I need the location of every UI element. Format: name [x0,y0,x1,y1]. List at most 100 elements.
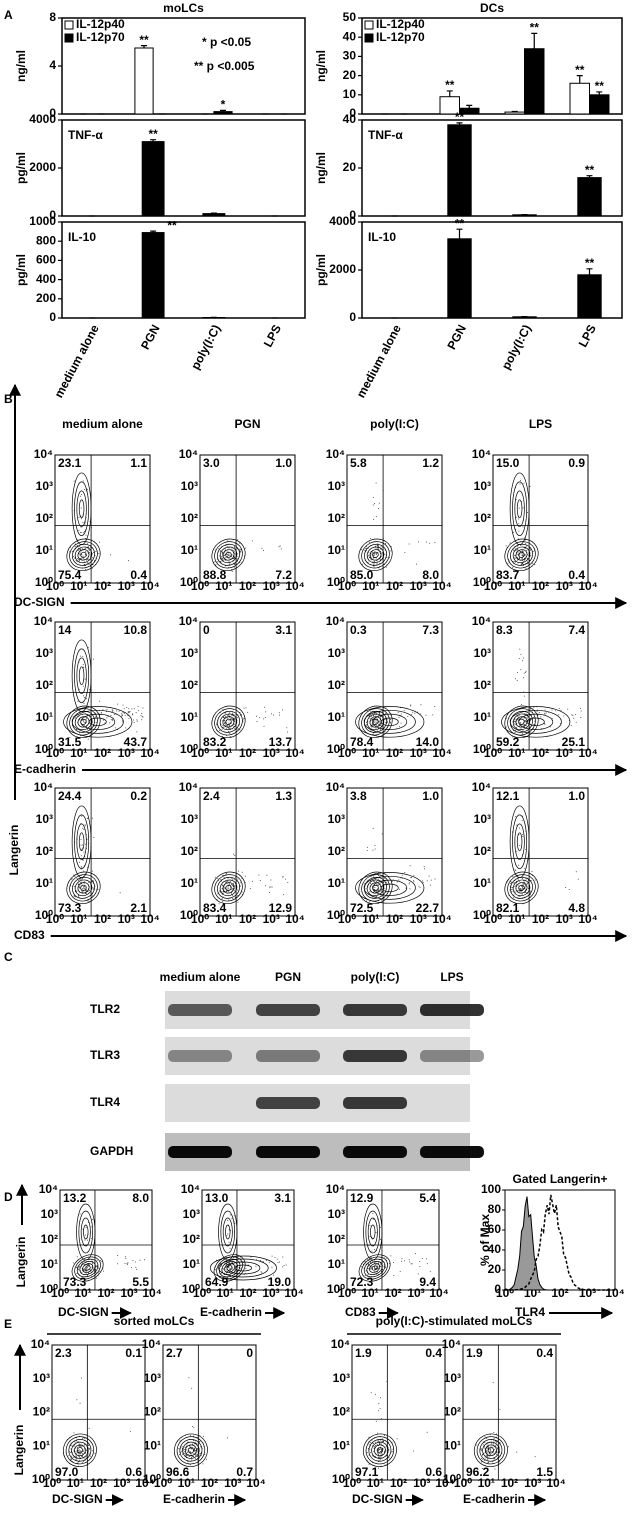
event-dot [481,1458,482,1459]
flow-tick-label: 10³ [328,646,345,660]
event-dot [96,722,97,723]
event-dot [555,710,556,711]
event-dot [79,554,80,555]
event-dot [135,1267,136,1268]
x-axis-label: CD83 [345,1305,376,1319]
event-dot [99,701,100,702]
event-dot [131,1267,132,1268]
event-dot [519,891,520,892]
event-dot [412,712,413,713]
event-dot [539,712,540,713]
event-dot [245,876,246,877]
event-dot [279,712,280,713]
event-dot [398,879,399,880]
flow-tick-label: 10⁴ [285,746,304,760]
event-dot [277,1259,278,1260]
event-dot [377,1433,378,1434]
y-axis-label: ng/ml [314,50,328,82]
event-dot [571,714,572,715]
event-dot [233,883,234,884]
event-dot [197,1449,198,1450]
event-dot [98,553,99,554]
event-dot [202,1463,203,1464]
event-dot [261,548,262,549]
event-dot [525,892,526,893]
event-dot [233,558,234,559]
event-dot [371,876,372,877]
event-dot [83,558,84,559]
event-dot [523,657,524,658]
flow-tick-label: 10⁴ [432,579,451,593]
event-dot [92,1266,93,1267]
event-dot [516,884,517,885]
event-dot [371,559,372,560]
event-dot [83,664,84,665]
event-dot [423,882,424,883]
event-dot [368,552,369,553]
x-axis-label: E-cadherin [463,1492,525,1506]
flow-tick-label: 10¹ [67,1476,84,1490]
event-dot [81,494,82,495]
event-dot [235,718,236,719]
event-dot [109,722,110,723]
event-dot [371,554,372,555]
flow-tick-label: 10³ [524,1476,541,1490]
plot-frame [62,222,305,318]
event-dot [524,713,525,714]
flow-tick-label: 10⁴ [142,1286,161,1300]
flow-tick-label: 10⁰ [154,1476,172,1490]
event-dot [390,722,391,723]
event-dot [426,1258,427,1259]
quadrant-value: 7.3 [422,623,439,637]
event-dot [376,516,377,517]
event-dot [132,1260,133,1261]
event-dot [78,1456,79,1457]
event-dot [524,884,525,885]
event-dot [495,1446,496,1447]
y-tick-label: 4 [49,58,56,72]
flow-tick-label: 10² [239,1286,256,1300]
event-dot [390,723,391,724]
event-dot [581,710,582,711]
event-dot [497,1457,498,1458]
event-dot [375,721,376,722]
event-dot [227,554,228,555]
event-dot [227,1271,228,1272]
flow-tick-label: 10¹ [74,1286,91,1300]
event-dot [484,1448,485,1449]
event-dot [384,888,385,889]
x-axis-label: DC-SIGN [352,1492,403,1506]
event-dot [192,1444,193,1445]
event-dot [508,880,509,881]
event-dot [231,715,232,716]
event-dot [103,1271,104,1272]
flow-tick-label: 10² [474,511,491,525]
flow-plot: 3.81.072.522.710⁰10⁰10¹10¹10²10²10³10³10… [326,780,452,926]
flow-tick-label: 10⁰ [343,1476,361,1490]
event-dot [227,1234,228,1235]
event-dot [86,1267,87,1268]
event-dot [82,548,83,549]
flow-tick-label: 10² [386,579,403,593]
event-dot [537,711,538,712]
event-dot [272,886,273,887]
event-dot [375,1262,376,1263]
event-dot [79,887,80,888]
event-dot [493,1440,494,1441]
event-dot [179,1454,180,1455]
event-dot [514,886,515,887]
event-dot [366,1270,367,1271]
event-dot [117,1263,118,1264]
event-dot [521,888,522,889]
event-dot [88,901,89,902]
event-dot [195,1450,196,1451]
event-dot [84,1445,85,1446]
event-dot [77,878,78,879]
event-dot [85,551,86,552]
event-dot [435,878,436,879]
event-dot [535,1456,536,1457]
event-dot [228,723,229,724]
event-dot [369,1265,370,1266]
event-dot [127,1264,128,1265]
y-axis-label: pg/ml [314,254,328,286]
